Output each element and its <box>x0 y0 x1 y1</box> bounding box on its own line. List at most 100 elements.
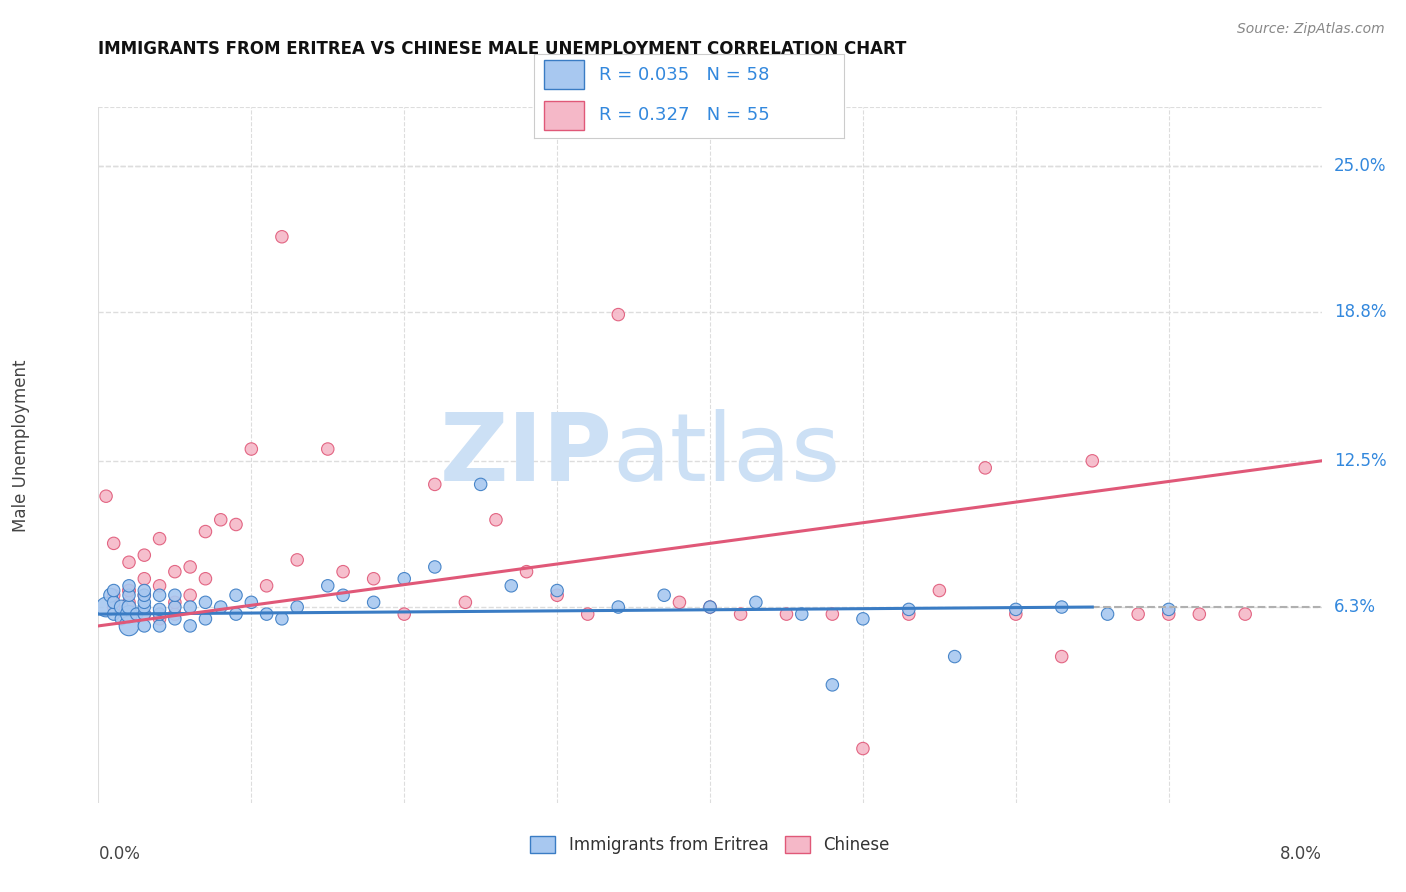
Point <box>285 553 308 567</box>
Point <box>134 583 156 598</box>
Point <box>1128 607 1150 621</box>
Point <box>285 600 308 615</box>
Point <box>209 513 232 527</box>
Point <box>1050 649 1073 664</box>
Point <box>546 583 568 598</box>
Point <box>103 607 125 621</box>
Point <box>103 583 125 598</box>
Point <box>332 565 354 579</box>
Point <box>363 572 385 586</box>
Point <box>256 607 278 621</box>
Point <box>974 461 997 475</box>
Point <box>118 555 141 569</box>
Point <box>118 588 141 602</box>
Point <box>163 607 186 621</box>
Point <box>470 477 492 491</box>
Point <box>332 588 354 602</box>
Point <box>118 600 141 615</box>
Point <box>943 649 966 664</box>
Point <box>110 600 132 615</box>
Point <box>1157 607 1180 621</box>
Point <box>576 607 599 621</box>
Text: 12.5%: 12.5% <box>1334 452 1386 470</box>
Point <box>1097 607 1119 621</box>
Point <box>103 595 125 609</box>
Point <box>897 607 920 621</box>
Text: IMMIGRANTS FROM ERITREA VS CHINESE MALE UNEMPLOYMENT CORRELATION CHART: IMMIGRANTS FROM ERITREA VS CHINESE MALE … <box>98 40 907 58</box>
Point <box>163 595 186 609</box>
Point <box>134 607 156 621</box>
Point <box>730 607 752 621</box>
Point <box>134 595 156 609</box>
Point <box>134 619 156 633</box>
Point <box>194 595 217 609</box>
Point <box>118 595 141 609</box>
Text: 0.0%: 0.0% <box>98 845 141 863</box>
Point <box>1050 600 1073 615</box>
Point <box>1188 607 1211 621</box>
Point <box>103 600 125 615</box>
Point <box>118 583 141 598</box>
Point <box>134 588 156 602</box>
Point <box>316 442 339 456</box>
Point <box>118 619 141 633</box>
Point <box>194 524 217 539</box>
Point <box>149 619 172 633</box>
Point <box>100 588 122 602</box>
Point <box>1157 602 1180 616</box>
Point <box>94 489 117 503</box>
Point <box>652 588 675 602</box>
Point <box>392 607 416 621</box>
Text: Male Unemployment: Male Unemployment <box>13 359 30 533</box>
Point <box>256 579 278 593</box>
Point <box>316 579 339 593</box>
Point <box>149 588 172 602</box>
Point <box>103 536 125 550</box>
Point <box>163 600 186 615</box>
Point <box>270 229 294 244</box>
Point <box>225 607 247 621</box>
Point <box>149 602 172 616</box>
Point <box>149 532 172 546</box>
Point <box>821 607 844 621</box>
Point <box>928 583 950 598</box>
Point <box>149 579 172 593</box>
Point <box>392 572 416 586</box>
Point <box>821 678 844 692</box>
Text: 6.3%: 6.3% <box>1334 598 1376 616</box>
Point <box>501 579 523 593</box>
Point <box>125 607 148 621</box>
Point <box>209 600 232 615</box>
Point <box>485 513 508 527</box>
Text: R = 0.327   N = 55: R = 0.327 N = 55 <box>599 106 770 124</box>
Point <box>134 572 156 586</box>
Point <box>149 607 172 621</box>
Point <box>179 600 201 615</box>
Point <box>163 612 186 626</box>
Point <box>240 442 263 456</box>
Point <box>179 588 201 602</box>
Point <box>1081 454 1104 468</box>
Point <box>775 607 797 621</box>
Point <box>607 600 630 615</box>
Point <box>699 600 721 615</box>
Text: 8.0%: 8.0% <box>1279 845 1322 863</box>
Point <box>194 572 217 586</box>
Point <box>134 548 156 562</box>
Point <box>790 607 813 621</box>
Point <box>134 600 156 615</box>
Point <box>852 612 875 626</box>
Point <box>270 612 294 626</box>
Point <box>134 607 156 621</box>
Point <box>454 595 477 609</box>
Point <box>149 612 172 626</box>
Point <box>194 612 217 626</box>
Text: R = 0.035   N = 58: R = 0.035 N = 58 <box>599 66 769 84</box>
Point <box>103 588 125 602</box>
Point <box>240 595 263 609</box>
Point <box>745 595 768 609</box>
Point <box>110 612 132 626</box>
Point <box>546 588 568 602</box>
Point <box>94 600 117 615</box>
Text: Source: ZipAtlas.com: Source: ZipAtlas.com <box>1237 22 1385 37</box>
